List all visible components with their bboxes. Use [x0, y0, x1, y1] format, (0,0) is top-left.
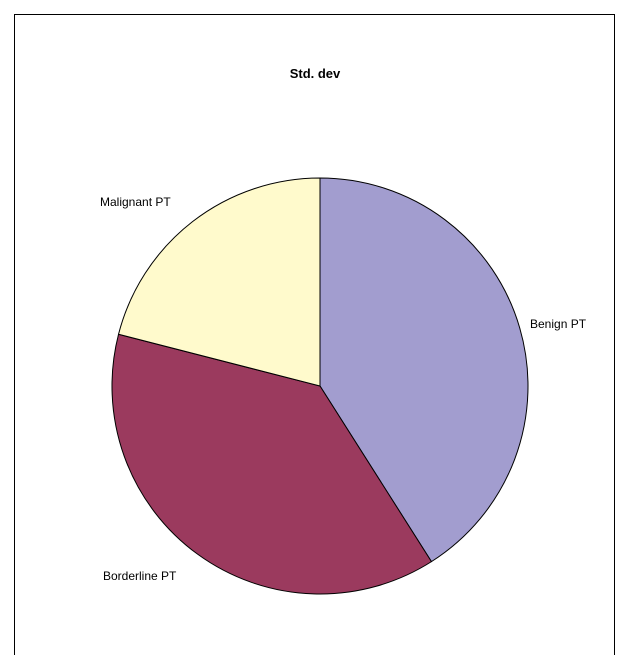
pie-slice-benign-pt	[319, 177, 529, 563]
pie-slice-malignant-pt	[117, 177, 321, 387]
slice-label-malignant-pt: Malignant PT	[100, 195, 171, 209]
pie-slice-borderline-pt	[111, 333, 433, 595]
chart-title: Std. dev	[289, 66, 341, 81]
slice-label-borderline-pt: Borderline PT	[103, 569, 177, 583]
slice-label-benign-pt: Benign PT	[530, 317, 587, 331]
